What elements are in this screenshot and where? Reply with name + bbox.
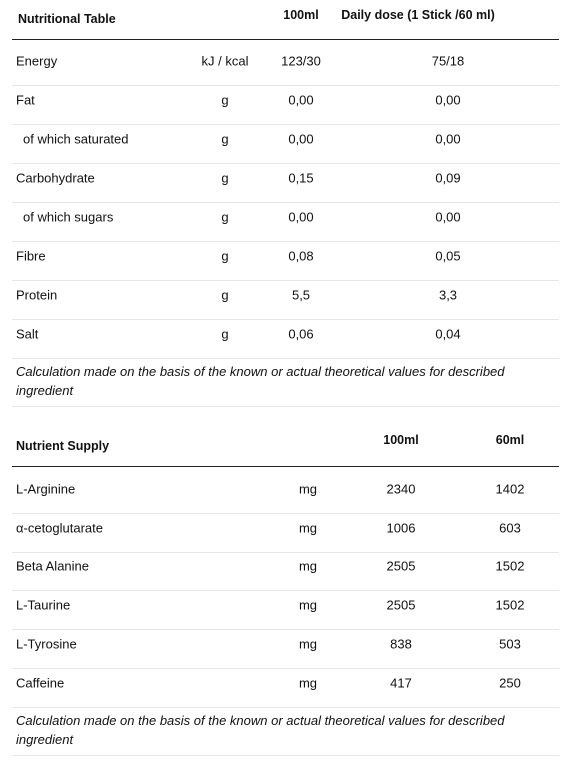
cell: 603 <box>499 520 521 536</box>
row-rule <box>12 551 559 553</box>
cell: 2505 <box>386 597 416 613</box>
cell: 1502 <box>495 597 525 613</box>
cell: 838 <box>390 636 412 652</box>
row-rule <box>12 124 559 125</box>
cell: 0,09 <box>435 170 461 186</box>
row-rule <box>12 667 559 669</box>
note-rule <box>12 754 559 756</box>
cell: mg <box>298 636 318 652</box>
cell: mg <box>298 675 318 690</box>
cell: g <box>221 131 229 147</box>
row-rule <box>12 629 559 631</box>
cell: g <box>221 287 229 303</box>
cell: g <box>221 248 229 264</box>
row-rule <box>12 319 559 320</box>
row-rule <box>12 202 559 203</box>
row-label: Protein <box>16 287 58 303</box>
row-label: Beta Alanine <box>16 558 90 574</box>
cell: g <box>221 326 229 342</box>
row-label: Carbohydrate <box>16 170 95 186</box>
cell: 5,5 <box>291 287 311 303</box>
row-rule <box>12 163 559 164</box>
row-rule <box>12 513 559 514</box>
row-label: Fibre <box>16 248 46 264</box>
note-rule <box>12 406 559 407</box>
row-label: α-cetoglutarate <box>16 520 104 536</box>
cell: g <box>221 209 229 225</box>
cell: kJ / kcal <box>201 53 249 69</box>
row-label: of which saturated <box>23 131 129 147</box>
cell: 1502 <box>495 558 525 574</box>
cell: 1006 <box>386 520 416 536</box>
row-rule <box>12 241 559 242</box>
cell: mg <box>298 597 318 613</box>
cell: 417 <box>390 675 412 690</box>
row-label: Fat <box>16 92 35 108</box>
row-label: L-Arginine <box>16 481 76 497</box>
cell: 0,06 <box>288 326 314 342</box>
cell: 0,00 <box>435 209 461 225</box>
header-cell: Nutritional Table <box>18 11 116 26</box>
header-rule <box>12 39 559 40</box>
cell: 0,00 <box>288 131 314 147</box>
header-rule <box>12 466 559 467</box>
row-label: Caffeine <box>16 675 65 690</box>
row-rule <box>12 358 559 359</box>
cell: mg <box>298 481 318 497</box>
cell: 0,00 <box>435 92 461 108</box>
row-label: Salt <box>16 326 39 342</box>
header-cell: 100ml <box>283 7 319 22</box>
cell: 3,3 <box>438 287 458 303</box>
footnote: Calculation made on the basis of the kno… <box>16 364 505 398</box>
cell: 0,15 <box>288 170 314 186</box>
row-rule <box>12 706 559 708</box>
header-cell: Daily dose (1 Stick /60 ml) <box>341 7 495 22</box>
cell: 0,00 <box>288 209 314 225</box>
cell: 1402 <box>495 481 525 497</box>
header-cell: Nutrient Supply <box>16 438 110 453</box>
cell: g <box>221 92 229 108</box>
cell: 503 <box>499 636 521 652</box>
cell: 75/18 <box>431 53 465 69</box>
cell: mg <box>298 520 318 536</box>
row-label: of which sugars <box>23 209 114 225</box>
cell: 0,08 <box>288 248 314 264</box>
cell: g <box>221 170 229 186</box>
cell: 0,05 <box>435 248 461 264</box>
row-label: Energy <box>16 53 58 69</box>
cell: 250 <box>499 675 521 690</box>
cell: 123/30 <box>281 53 321 69</box>
cell: 0,00 <box>288 92 314 108</box>
row-label: L-Tyrosine <box>16 636 77 652</box>
header-cell: 100ml <box>383 432 419 447</box>
row-rule <box>12 85 559 86</box>
footnote: Calculation made on the basis of the kno… <box>16 712 505 747</box>
cell: mg <box>298 558 318 574</box>
row-label: L-Taurine <box>16 597 71 613</box>
row-rule <box>12 590 559 592</box>
row-rule <box>12 280 559 281</box>
cell: 0,00 <box>435 131 461 147</box>
header-cell: 60ml <box>495 432 525 447</box>
cell: 0,04 <box>435 326 461 342</box>
cell: 2505 <box>386 558 416 574</box>
cell: 2340 <box>386 481 416 497</box>
